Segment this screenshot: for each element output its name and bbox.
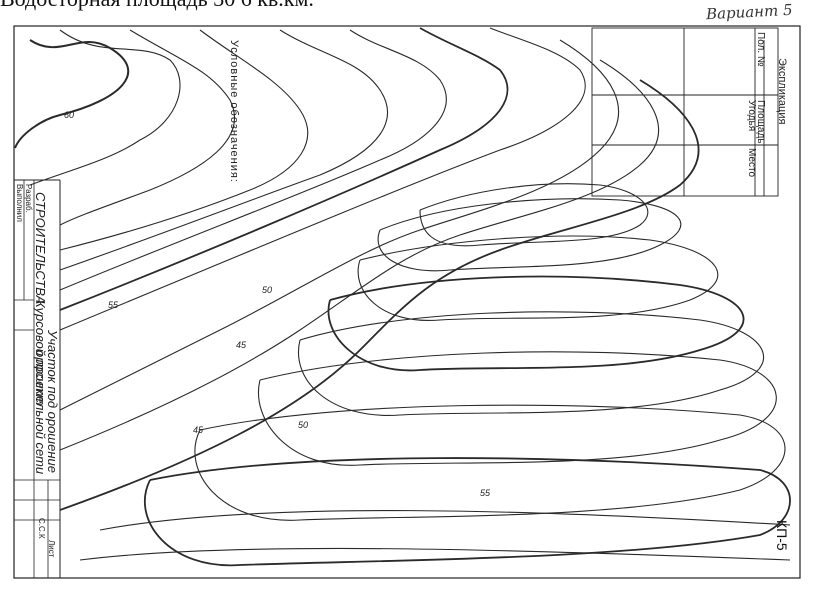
title-block-grid [14, 180, 60, 578]
role-developed: Разраб. [24, 184, 33, 213]
explication-col-4: Место [746, 148, 757, 178]
contour-label-45b: 45 [193, 425, 204, 435]
title-block-org: СТРОИТЕЛЬСТВА [33, 192, 48, 305]
role-executed: Выполнил [15, 184, 24, 222]
contour-label-55b: 55 [480, 488, 491, 498]
contour-label-45: 45 [236, 340, 247, 350]
sheet-code: КП-5 [774, 520, 790, 551]
sheet-frame [13, 25, 801, 579]
contour-label-50b: 50 [298, 420, 309, 430]
explication-col-1: Пол. № [755, 32, 766, 67]
contour-lines [14, 27, 791, 567]
title-block-subtitle: оросительной сети [33, 350, 48, 475]
title-block-scale: С.С.К [37, 518, 46, 539]
legend-title: Условные обозначения: [228, 40, 240, 183]
header-text: Водосторная площадь 30 6 кв.км. [0, 0, 314, 12]
explication-title: Экспликация [776, 58, 788, 125]
explication-col-3: Угодья [746, 100, 757, 132]
explication-table [591, 27, 779, 197]
contour-label-50: 50 [262, 285, 273, 295]
contour-label-60: 60 [64, 110, 75, 120]
title-block-sheet: Лист [47, 540, 56, 558]
contour-label-55: 55 [108, 300, 119, 310]
